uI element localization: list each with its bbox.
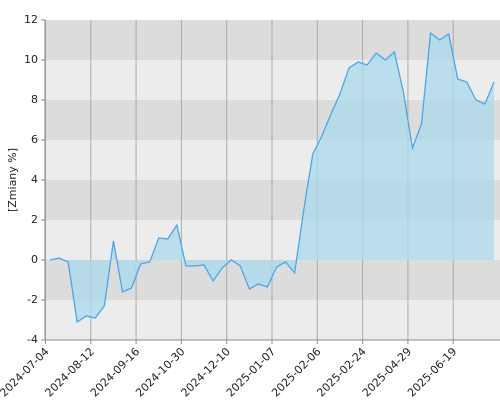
y-axis-label: [Zmiany %] <box>6 148 19 212</box>
line <box>49 31 495 324</box>
y-tick-label: 12 <box>24 13 38 26</box>
y-tick-label: -2 <box>27 293 38 306</box>
area <box>50 33 494 322</box>
y-tick-label: 8 <box>31 93 38 106</box>
x-tick-label: 2025-06-19 <box>405 345 459 399</box>
y-tick-label: 4 <box>31 173 38 186</box>
y-tick-label: 2 <box>31 213 38 226</box>
y-tick-label: 6 <box>31 133 38 146</box>
y-tick-label: -4 <box>27 333 38 346</box>
y-tick-label: 10 <box>24 53 38 66</box>
y-tick-label: 0 <box>31 253 38 266</box>
